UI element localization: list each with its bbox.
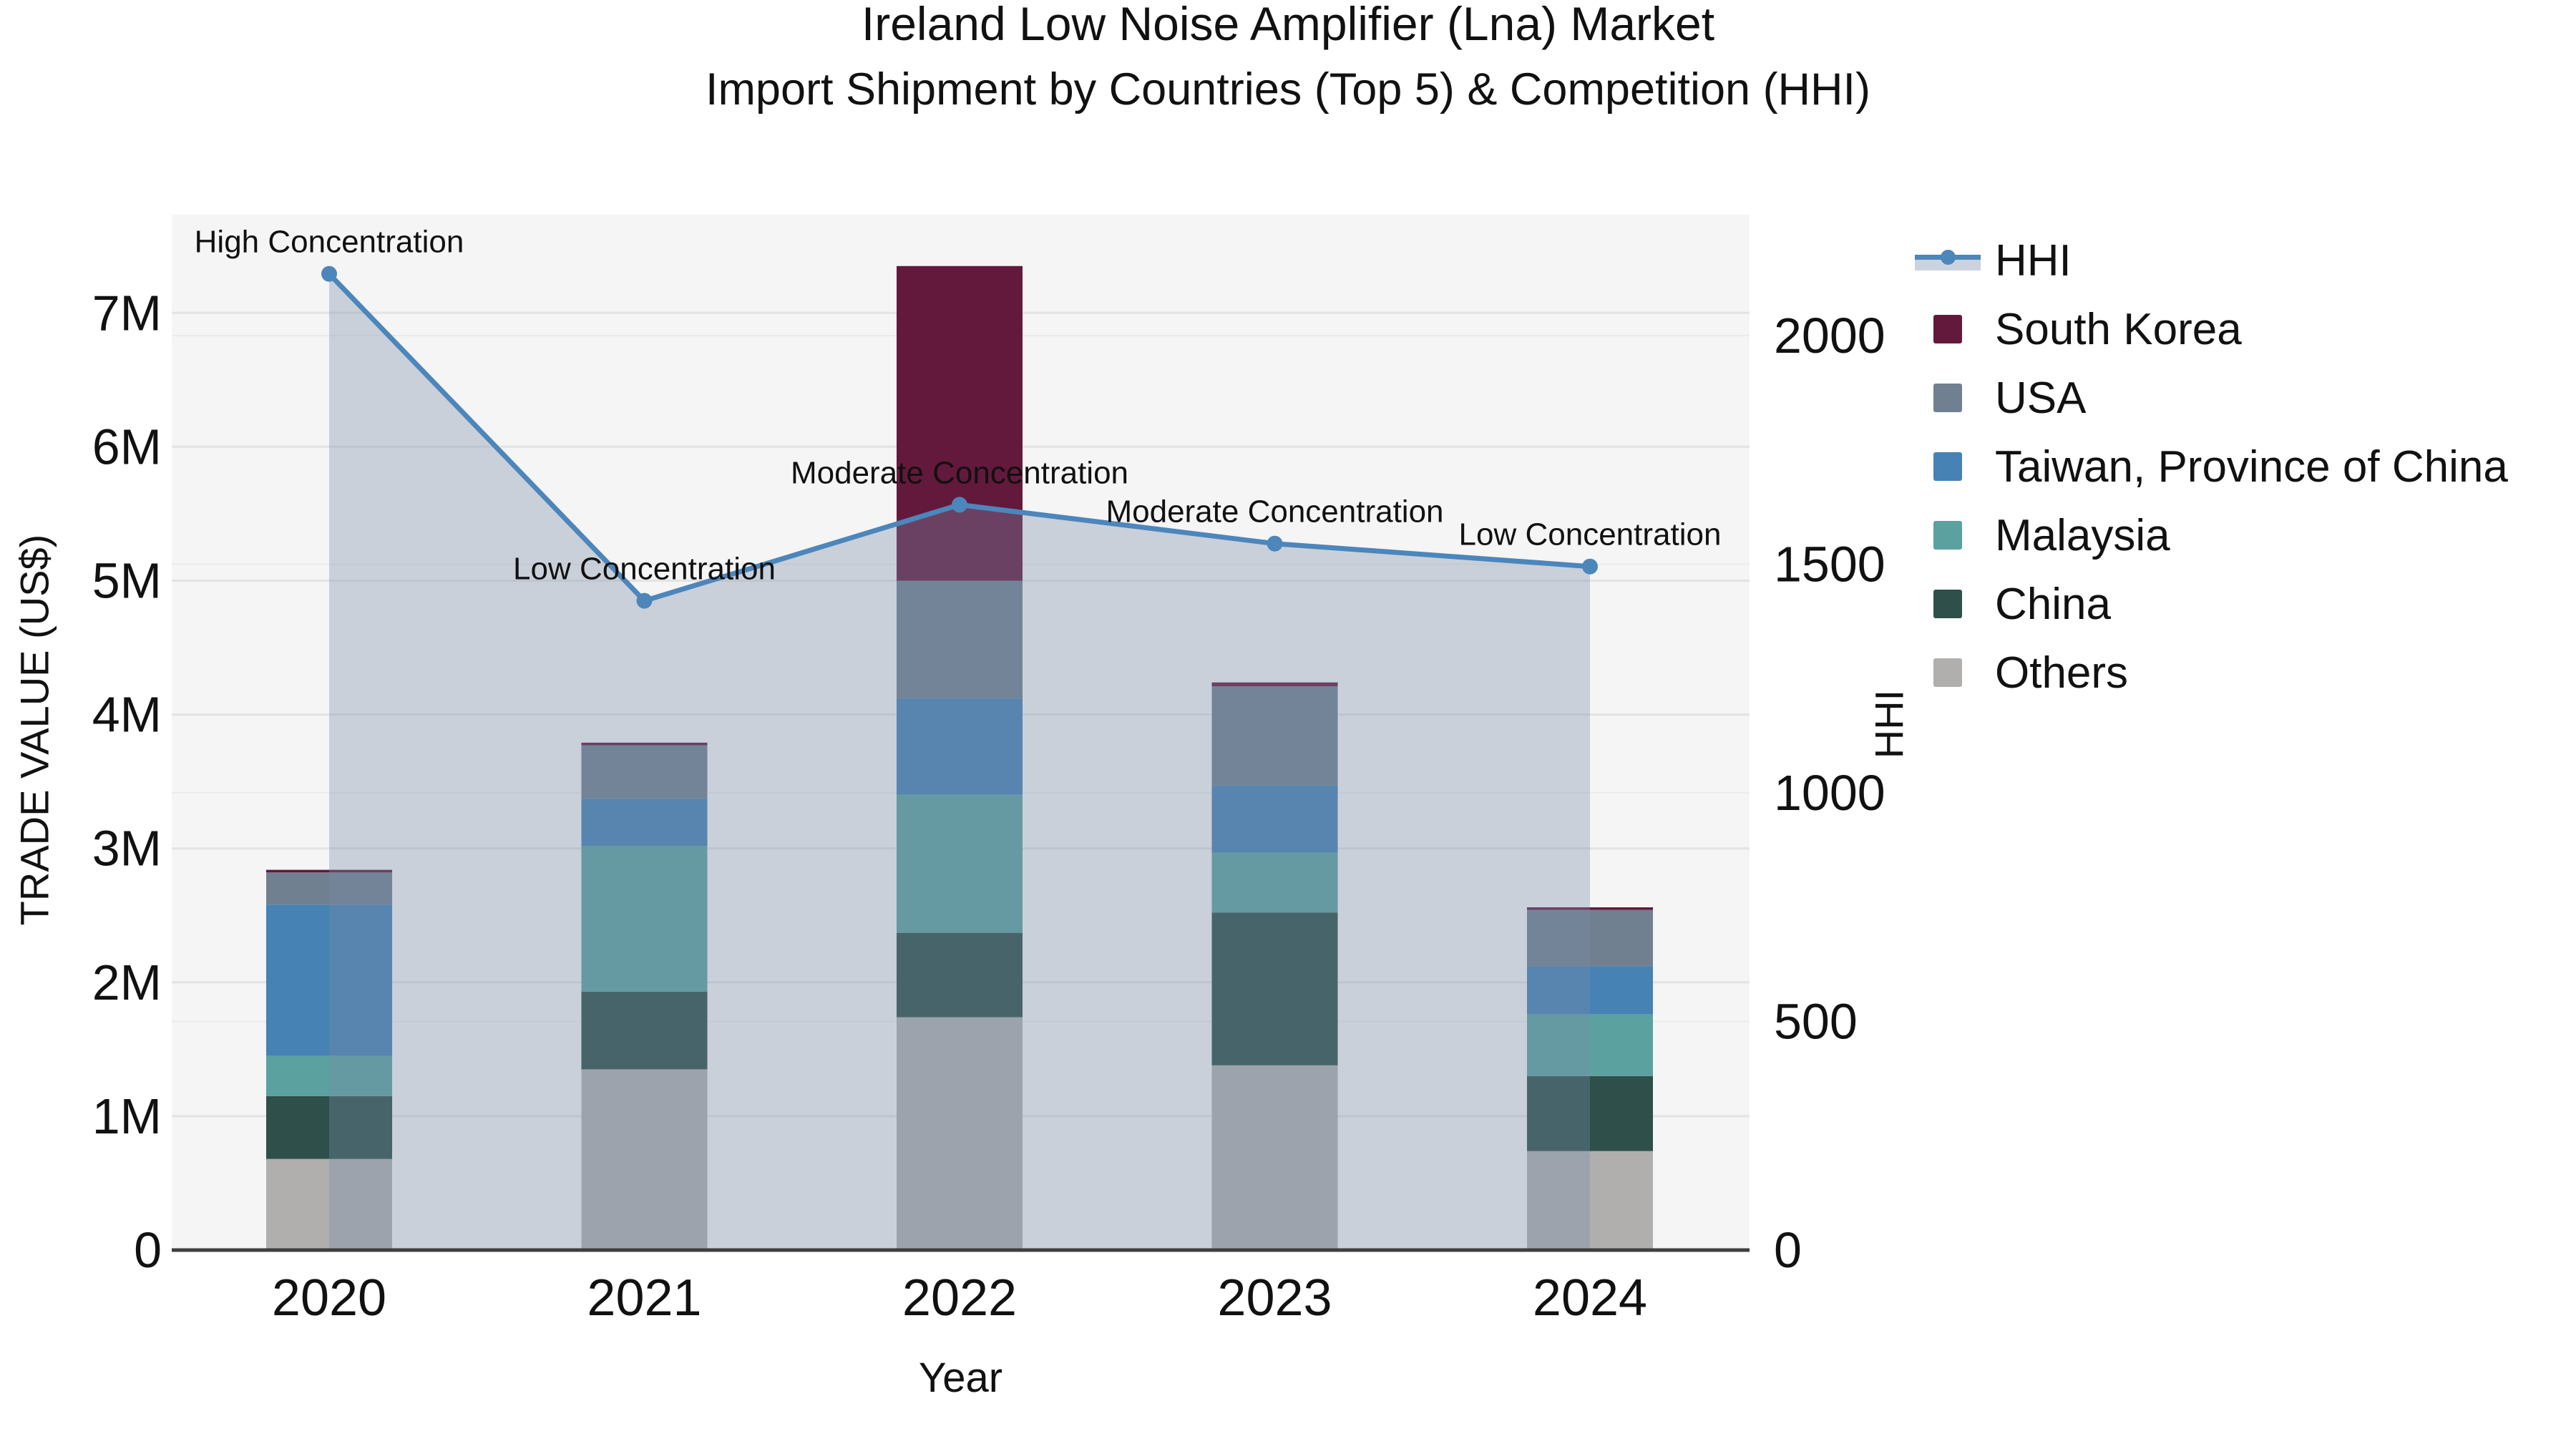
hhi-marker[interactable] xyxy=(1267,535,1283,552)
bar-segment[interactable] xyxy=(1211,785,1338,853)
y-left-tick-label: 5M xyxy=(92,553,162,609)
bar-segment[interactable] xyxy=(1211,686,1338,786)
annotation-label: Moderate Concentration xyxy=(1106,494,1443,530)
legend-item-malaysia[interactable]: Malaysia xyxy=(1915,501,2508,570)
bar-segment[interactable] xyxy=(897,580,1023,699)
bar-segment[interactable] xyxy=(581,991,708,1070)
legend-label: Others xyxy=(1995,648,2129,698)
x-tick-label: 2020 xyxy=(272,1269,386,1327)
legend-item-china[interactable]: China xyxy=(1915,570,2508,638)
annotation-label: Low Concentration xyxy=(513,552,776,587)
annotation-label: High Concentration xyxy=(195,225,464,260)
bar-segment[interactable] xyxy=(266,872,392,905)
legend-item-hhi[interactable]: HHI xyxy=(1915,226,2508,295)
y-left-axis-title: TRADE VALUE (US$) xyxy=(11,534,57,926)
bar-segment[interactable] xyxy=(266,1158,392,1250)
bar-segment[interactable] xyxy=(1527,909,1653,967)
legend-label: USA xyxy=(1995,373,2087,423)
bar-segment[interactable] xyxy=(581,846,708,992)
x-axis-title: Year xyxy=(918,1355,1003,1401)
bar-segment[interactable] xyxy=(1211,912,1338,1065)
legend-item-south-korea[interactable]: South Korea xyxy=(1915,295,2508,364)
y-right-tick-label: 0 xyxy=(1774,1222,1802,1278)
x-tick-label: 2021 xyxy=(587,1269,701,1327)
color-swatch-icon xyxy=(1915,364,1981,432)
hhi-line-swatch-icon xyxy=(1915,226,1981,295)
bar-segment[interactable] xyxy=(266,1096,392,1159)
bar-segment[interactable] xyxy=(897,698,1023,795)
bar-segment[interactable] xyxy=(581,1069,708,1250)
y-right-tick-label: 1500 xyxy=(1774,537,1885,592)
y-left-tick-label: 1M xyxy=(92,1088,162,1144)
hhi-marker[interactable] xyxy=(952,497,967,513)
bar-segment[interactable] xyxy=(1527,1075,1653,1151)
color-swatch-icon xyxy=(1915,638,1981,707)
annotation-label: Low Concentration xyxy=(1459,517,1722,552)
bar-segment[interactable] xyxy=(1211,1065,1338,1250)
bar-segment[interactable] xyxy=(581,742,708,746)
bar-segment[interactable] xyxy=(1527,966,1653,1015)
y-left-tick-label: 6M xyxy=(92,419,162,474)
chart-title-line1: Ireland Low Noise Amplifier (Lna) Market xyxy=(861,0,1715,50)
x-tick-label: 2022 xyxy=(902,1269,1017,1327)
color-swatch-icon xyxy=(1915,432,1981,501)
bar-segment[interactable] xyxy=(1527,1151,1653,1251)
bar-segment[interactable] xyxy=(266,904,392,1056)
hhi-marker[interactable] xyxy=(321,265,337,282)
y-right-tick-label: 500 xyxy=(1774,994,1858,1050)
bar-segment[interactable] xyxy=(1527,907,1653,910)
bar-segment[interactable] xyxy=(1527,1014,1653,1076)
legend-label: China xyxy=(1995,579,2111,629)
bar-segment[interactable] xyxy=(1211,852,1338,913)
bar-segment[interactable] xyxy=(897,932,1023,1018)
color-swatch-icon xyxy=(1915,501,1981,570)
chart-title-line2: Import Shipment by Countries (Top 5) & C… xyxy=(705,64,1871,114)
bar-segment[interactable] xyxy=(897,265,1023,581)
hhi-area-fill xyxy=(329,273,1590,1251)
legend: HHI South Korea USA Taiwan, Province of … xyxy=(1915,226,2508,707)
legend-item-usa[interactable]: USA xyxy=(1915,364,2508,432)
y-left-tick-label: 0 xyxy=(134,1222,162,1278)
annotation-label: Moderate Concentration xyxy=(791,455,1128,490)
bar-segment[interactable] xyxy=(266,869,392,873)
color-swatch-icon xyxy=(1915,295,1981,364)
y-left-tick-label: 3M xyxy=(92,821,162,877)
color-swatch-icon xyxy=(1915,570,1981,638)
bar-segment[interactable] xyxy=(897,1017,1023,1250)
bar-segment[interactable] xyxy=(1211,682,1338,687)
y-left-tick-label: 7M xyxy=(92,285,162,341)
bar-segment[interactable] xyxy=(581,799,708,847)
legend-label: Taiwan, Province of China xyxy=(1995,441,2508,492)
bar-segment[interactable] xyxy=(581,745,708,799)
legend-label: South Korea xyxy=(1995,304,2242,354)
bar-segment[interactable] xyxy=(266,1055,392,1096)
page-title: Ireland Low Noise Amplifier (Lna) Market… xyxy=(0,0,2576,112)
bar-segment[interactable] xyxy=(897,794,1023,933)
x-tick-label: 2023 xyxy=(1217,1269,1332,1327)
hhi-marker[interactable] xyxy=(636,592,653,609)
legend-label: Malaysia xyxy=(1995,510,2170,560)
x-tick-label: 2024 xyxy=(1533,1269,1647,1327)
y-left-tick-label: 2M xyxy=(92,955,162,1010)
hhi-marker[interactable] xyxy=(1582,558,1598,575)
y-right-tick-label: 2000 xyxy=(1774,308,1885,364)
y-right-tick-label: 1000 xyxy=(1774,765,1885,821)
y-right-axis-title: HHI xyxy=(1866,689,1912,759)
legend-item-taiwan[interactable]: Taiwan, Province of China xyxy=(1915,432,2508,501)
legend-item-others[interactable]: Others xyxy=(1915,638,2508,707)
y-left-tick-label: 4M xyxy=(92,687,162,743)
legend-label: HHI xyxy=(1995,235,2072,286)
